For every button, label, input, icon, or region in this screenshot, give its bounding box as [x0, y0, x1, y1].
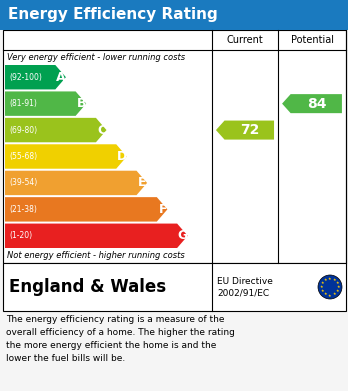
Text: (39-54): (39-54): [9, 178, 37, 187]
Text: ★: ★: [321, 281, 324, 285]
Text: (21-38): (21-38): [9, 205, 37, 214]
Text: (69-80): (69-80): [9, 126, 37, 135]
Text: (1-20): (1-20): [9, 231, 32, 240]
Polygon shape: [5, 65, 66, 90]
Text: England & Wales: England & Wales: [9, 278, 166, 296]
Text: C: C: [97, 124, 106, 136]
Text: ★: ★: [320, 285, 323, 289]
Text: (92-100): (92-100): [9, 73, 42, 82]
Text: F: F: [158, 203, 167, 216]
Text: ★: ★: [335, 281, 339, 285]
Text: Not energy efficient - higher running costs: Not energy efficient - higher running co…: [7, 251, 185, 260]
Text: ★: ★: [324, 278, 327, 282]
Bar: [3, 263, 346, 311]
Text: (81-91): (81-91): [9, 99, 37, 108]
Text: G: G: [178, 229, 188, 242]
Text: Very energy efficient - lower running costs: Very energy efficient - lower running co…: [7, 52, 185, 61]
Text: A: A: [56, 71, 66, 84]
Text: ★: ★: [337, 285, 340, 289]
Text: ★: ★: [332, 292, 336, 296]
Text: (55-68): (55-68): [9, 152, 37, 161]
Polygon shape: [5, 197, 167, 222]
Text: Energy Efficiency Rating: Energy Efficiency Rating: [8, 7, 218, 23]
Text: 2002/91/EC: 2002/91/EC: [217, 289, 269, 298]
Bar: [3, 30, 346, 263]
Text: Current: Current: [227, 35, 263, 45]
Polygon shape: [5, 171, 147, 195]
Circle shape: [318, 275, 342, 299]
Text: ★: ★: [324, 292, 327, 296]
Text: ★: ★: [328, 294, 332, 298]
Polygon shape: [216, 120, 274, 140]
Polygon shape: [282, 94, 342, 113]
Polygon shape: [5, 224, 188, 248]
Text: ★: ★: [335, 289, 339, 293]
Polygon shape: [5, 118, 106, 142]
Text: ★: ★: [332, 278, 336, 282]
Text: 84: 84: [307, 97, 326, 111]
Text: Potential: Potential: [291, 35, 333, 45]
Text: EU Directive: EU Directive: [217, 276, 273, 285]
Text: ★: ★: [321, 289, 324, 293]
Polygon shape: [5, 91, 86, 116]
Text: 72: 72: [240, 123, 259, 137]
Text: ★: ★: [328, 276, 332, 280]
Text: E: E: [138, 176, 147, 189]
Bar: [0, 0, 348, 30]
Text: B: B: [77, 97, 86, 110]
Text: D: D: [117, 150, 127, 163]
Text: The energy efficiency rating is a measure of the
overall efficiency of a home. T: The energy efficiency rating is a measur…: [6, 315, 235, 362]
Polygon shape: [5, 144, 127, 169]
